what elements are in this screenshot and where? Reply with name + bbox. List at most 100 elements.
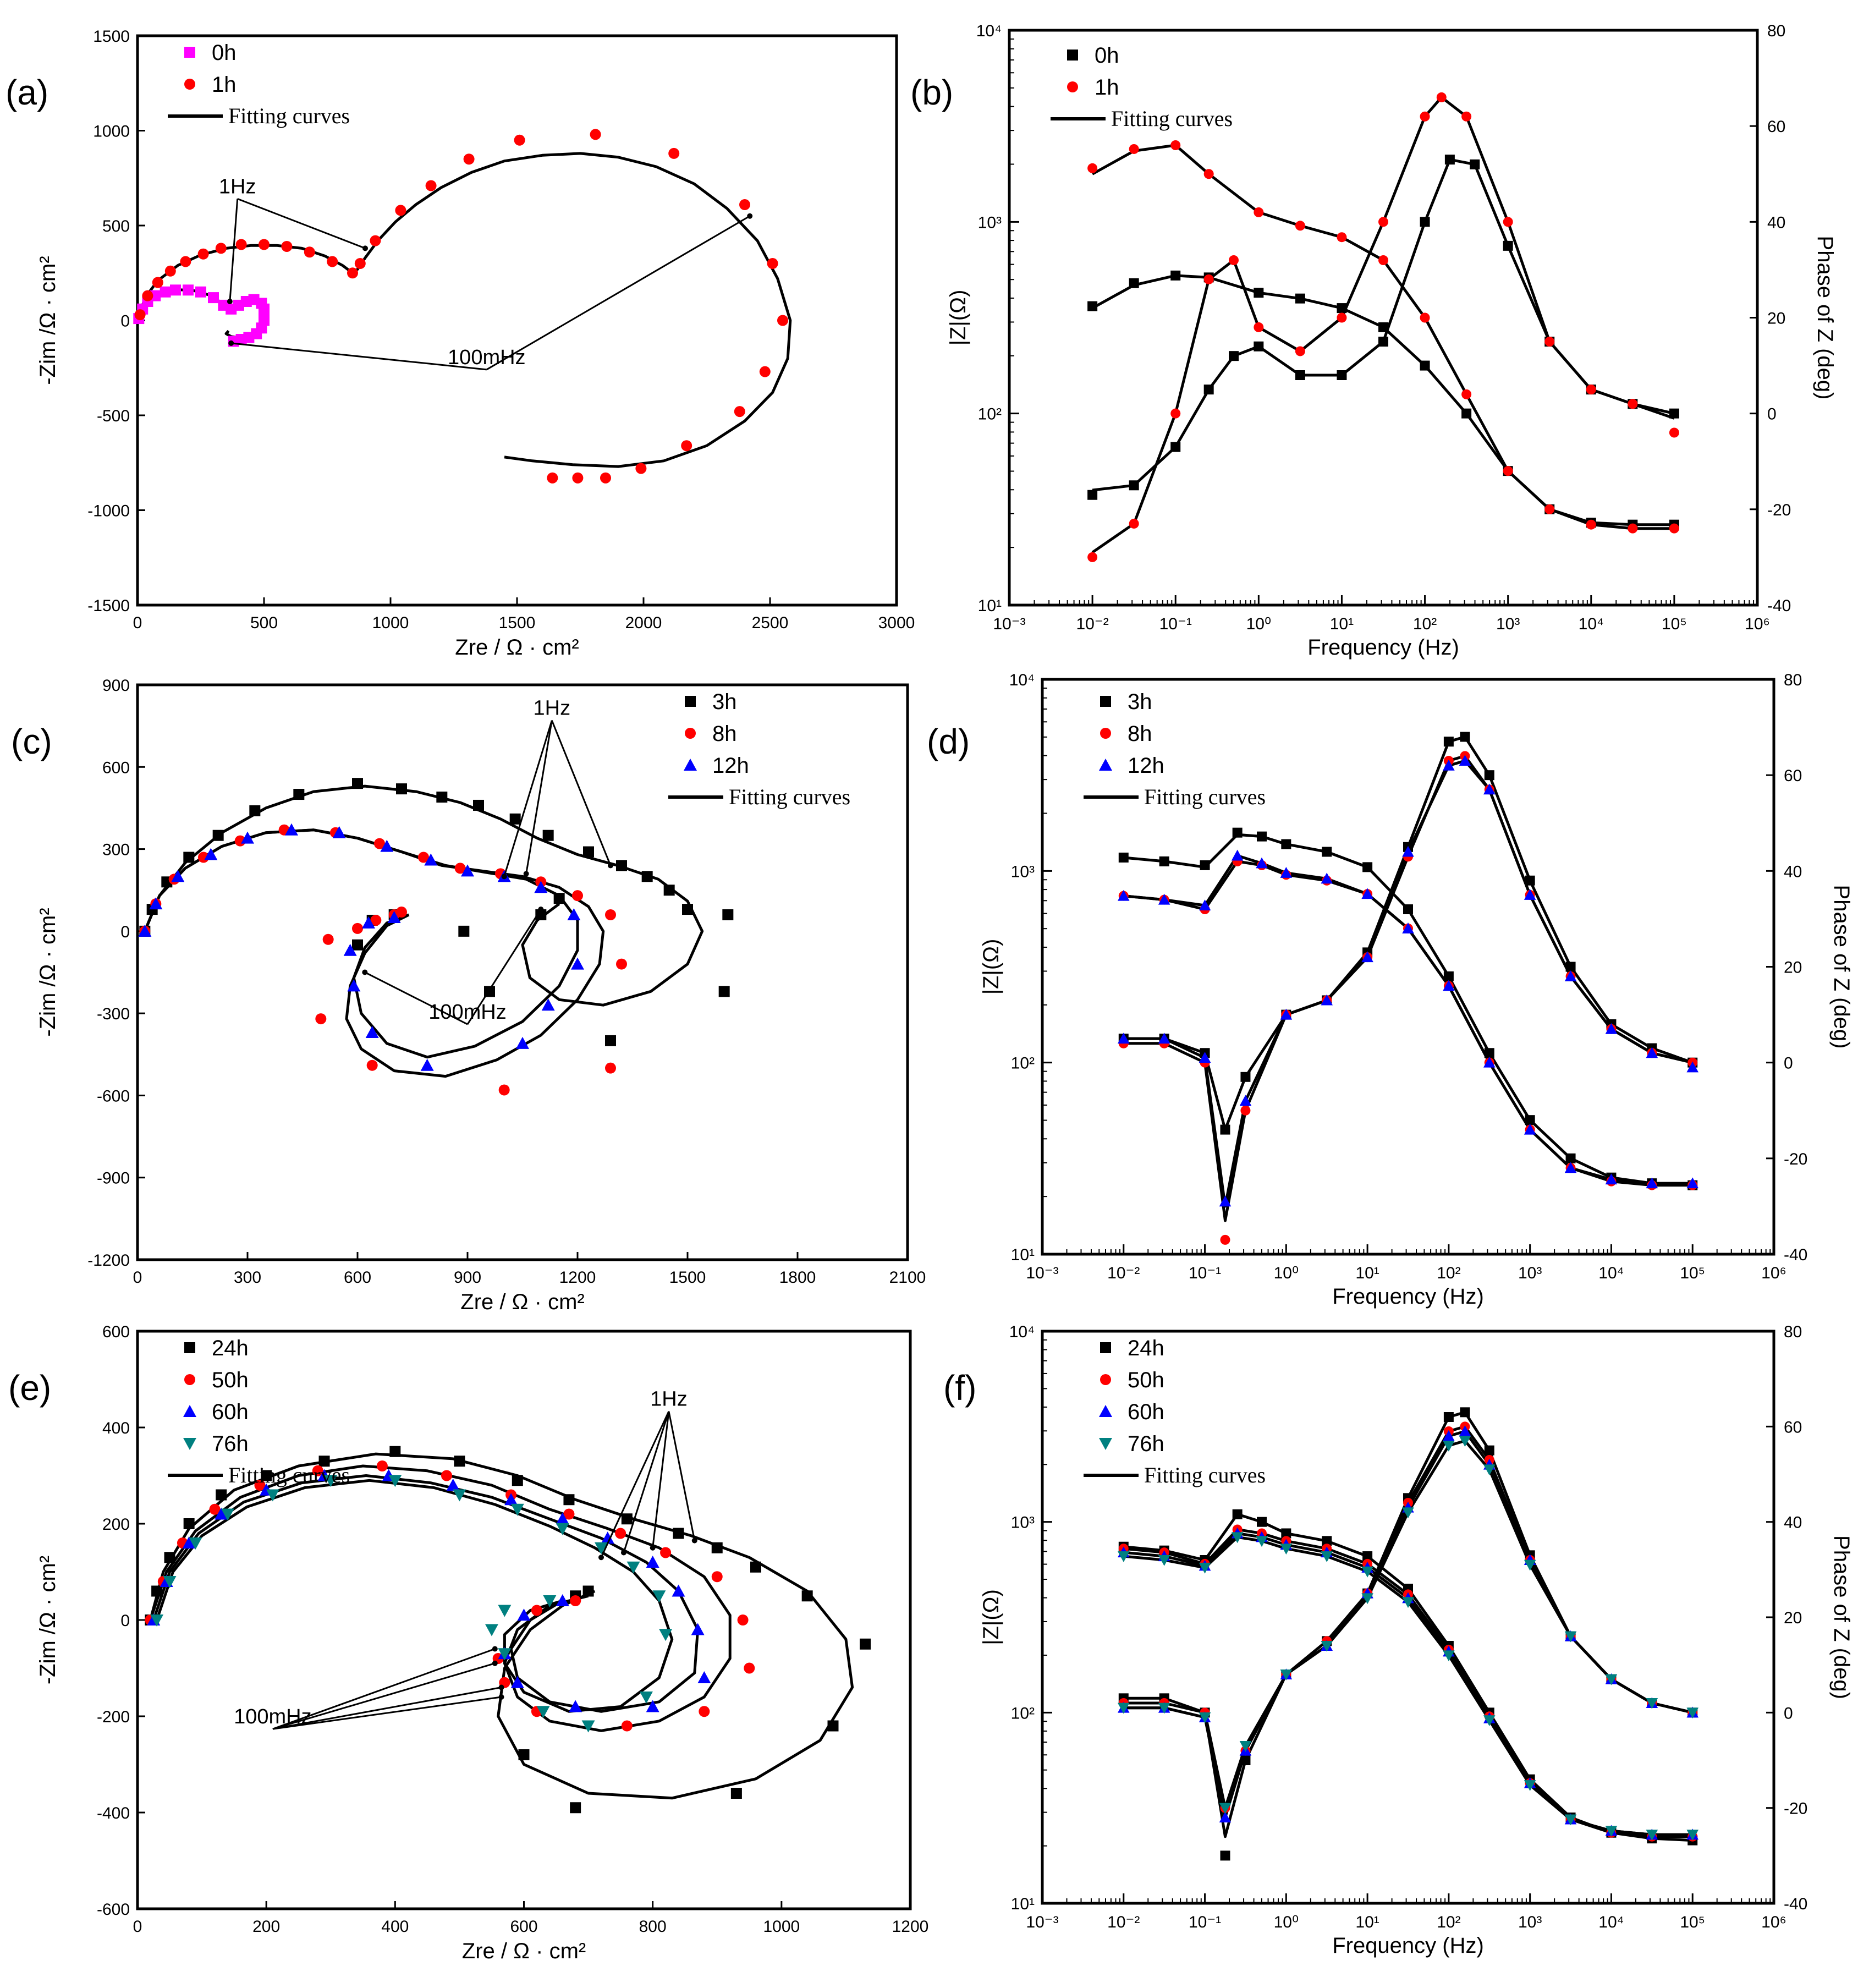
x-tick-label: 2000 (625, 614, 662, 632)
data-point-0h (1503, 240, 1513, 251)
data-point-1h (152, 277, 163, 288)
data-point-3h (1159, 856, 1169, 866)
data-point-12h (1256, 857, 1268, 869)
annotation-arrowhead (227, 299, 233, 304)
data-point-24h (518, 1749, 530, 1760)
data-point-12h (347, 979, 361, 992)
annotation-label: 100mHz (234, 1705, 312, 1728)
data-point-1h (304, 246, 315, 258)
data-point-12h (1158, 893, 1170, 905)
data-point-0h (1129, 480, 1139, 491)
panel-label: (e) (8, 1368, 51, 1408)
data-point-50h (570, 1595, 581, 1606)
data-point-24h (1322, 1536, 1332, 1546)
chart-b: (b) 10⁻³ 10⁻² 10⁻¹ 10⁰ 10¹ 10² 10³ 10⁴ 10⁵ 10⁶ 10¹ 1… (910, 22, 1837, 660)
y-tick-label: 300 (102, 841, 130, 859)
data-point-12h (1564, 970, 1577, 981)
data-point-76h (1361, 1566, 1373, 1578)
data-point-76h (1402, 1507, 1414, 1519)
panel-label: (f) (943, 1368, 976, 1408)
y2-tick-label: 20 (1784, 959, 1802, 977)
annotation-arrowhead (498, 1694, 504, 1700)
data-point-76h (510, 1503, 524, 1516)
data-point-50h (711, 1571, 723, 1583)
y2-tick-label: 80 (1784, 1323, 1802, 1341)
fit-curve-60h (152, 1474, 700, 1713)
x-tick-label: 10⁴ (1598, 1913, 1624, 1931)
x-tick-label: 3000 (878, 614, 915, 632)
data-point-3h (583, 846, 594, 858)
annotation-arrow (623, 1411, 670, 1553)
data-point-12h (1605, 1173, 1618, 1185)
data-point-1h (142, 290, 153, 301)
x-tick-label: 900 (454, 1268, 481, 1287)
legend-label: Fitting curves (228, 103, 350, 128)
annotation-arrowhead (650, 1545, 656, 1551)
data-point-1h (1544, 337, 1555, 347)
data-point-76h (536, 1706, 550, 1718)
y2-tick-label: 80 (1784, 671, 1802, 689)
annotation-arrow (237, 197, 366, 249)
data-point-12h (571, 957, 584, 970)
chart-a: (a) 0 500 1000 1500 2000 2500 3000 -1500 -1000 -50… (6, 28, 915, 660)
data-point-0h (170, 284, 181, 296)
data-point-76h (498, 1605, 512, 1617)
data-point-76h (163, 1576, 177, 1588)
x-tick-label: 10⁻³ (1026, 1913, 1058, 1931)
legend-label: 76h (212, 1432, 249, 1456)
data-point-1h (1129, 144, 1139, 154)
data-point-24h (389, 1446, 401, 1457)
x-axis-label: Frequency (Hz) (1332, 1284, 1484, 1309)
data-point-76h (221, 1508, 234, 1521)
data-point-50h (376, 1460, 388, 1471)
data-point-1h (681, 440, 692, 452)
y-tick-label: 10³ (1011, 1514, 1035, 1532)
data-point-3h (1220, 1124, 1230, 1135)
data-point-0h (1420, 360, 1430, 371)
y2-tick-label: 20 (1767, 310, 1785, 328)
y2-tick-label: 80 (1767, 22, 1785, 40)
x-tick-label: 500 (250, 614, 278, 632)
panel-label: (d) (927, 722, 970, 761)
data-point-8h (396, 907, 407, 918)
data-point-1h (1628, 523, 1638, 534)
data-point-12h (204, 848, 218, 860)
y2-tick-label: -20 (1784, 1150, 1807, 1168)
y-tick-label: 10² (978, 405, 1002, 424)
x-tick-label: 10¹ (1355, 1264, 1379, 1282)
legend-marker (1099, 759, 1112, 771)
legend-label: 50h (212, 1368, 249, 1392)
data-point-12h (332, 826, 346, 838)
data-point-3h (1460, 732, 1470, 742)
legend-label: 0h (212, 41, 237, 65)
x-tick-label: 10³ (1496, 615, 1520, 633)
data-point-3h (553, 893, 565, 904)
y2-axis-label: Phase of Z (deg) (1829, 1535, 1854, 1699)
data-point-1h (463, 153, 475, 165)
data-point-0h (1470, 159, 1480, 169)
data-point-12h (1686, 1061, 1699, 1073)
data-point-3h (682, 904, 693, 915)
data-point-12h (1686, 1177, 1699, 1189)
data-point-12h (1321, 872, 1333, 884)
annotation-arrow (466, 909, 542, 1025)
data-point-0h (1337, 370, 1347, 380)
legend-marker (1100, 728, 1111, 739)
data-point-50h (563, 1508, 575, 1520)
legend-marker (183, 1438, 196, 1450)
data-point-76h (1564, 1814, 1577, 1826)
data-point-76h (1443, 1650, 1455, 1662)
legend-label: 3h (1128, 690, 1152, 714)
data-point-24h (1257, 1517, 1267, 1527)
data-point-76h (1239, 1741, 1252, 1752)
data-point-76h (1280, 1544, 1293, 1555)
data-point-12h (387, 910, 401, 923)
x-tick-label: 1200 (892, 1918, 929, 1936)
annotation-arrow (231, 342, 487, 371)
fit-curve-76h (155, 1479, 674, 1713)
panel-label: (a) (6, 73, 48, 112)
data-point-3h (542, 830, 554, 841)
annotation-arrow (600, 1410, 670, 1558)
data-point-50h (737, 1614, 749, 1625)
data-point-76h (1605, 1826, 1618, 1837)
